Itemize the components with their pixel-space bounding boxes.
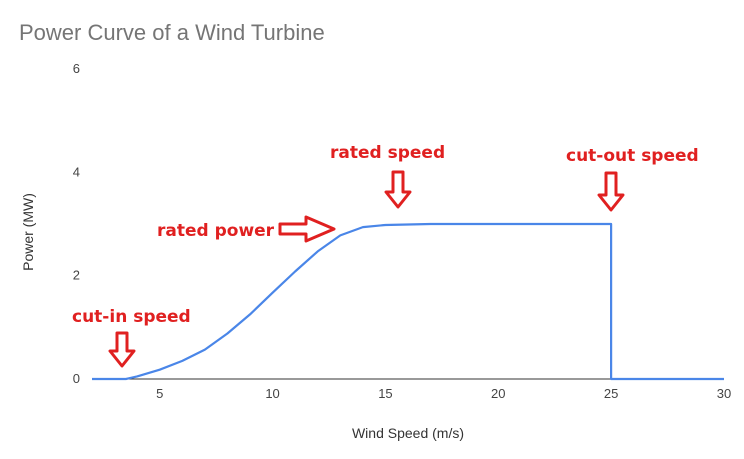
x-tick-label: 5 xyxy=(156,386,163,401)
x-tick-label: 30 xyxy=(717,386,731,401)
annotation-cut-in-speed: cut-in speed xyxy=(72,307,191,327)
x-tick-label: 20 xyxy=(491,386,505,401)
y-tick-label: 2 xyxy=(73,268,80,283)
x-axis-label: Wind Speed (m/s) xyxy=(352,425,464,441)
y-axis-label: Power (MW) xyxy=(20,193,36,271)
power-curve-line xyxy=(92,222,724,381)
y-tick-label: 4 xyxy=(73,164,80,179)
y-tick-label: 6 xyxy=(73,61,80,76)
y-tick-label: 0 xyxy=(73,371,80,386)
chart-title: Power Curve of a Wind Turbine xyxy=(19,20,325,45)
arrow-down-icon xyxy=(108,331,136,368)
x-axis-ticks: 5 10 15 20 25 30 xyxy=(156,386,731,401)
x-tick-label: 25 xyxy=(604,386,618,401)
y-axis-ticks: 0 2 4 6 xyxy=(73,61,80,386)
x-tick-label: 10 xyxy=(265,386,279,401)
annotations: cut-in speed rated power rated speed cut… xyxy=(72,143,699,368)
annotation-rated-power: rated power xyxy=(157,221,275,241)
arrow-right-icon xyxy=(278,215,336,243)
annotation-rated-speed: rated speed xyxy=(330,143,445,163)
x-tick-label: 15 xyxy=(378,386,392,401)
arrow-down-icon xyxy=(597,171,625,212)
arrow-down-icon xyxy=(384,170,412,209)
annotation-cut-out-speed: cut-out speed xyxy=(566,146,699,166)
